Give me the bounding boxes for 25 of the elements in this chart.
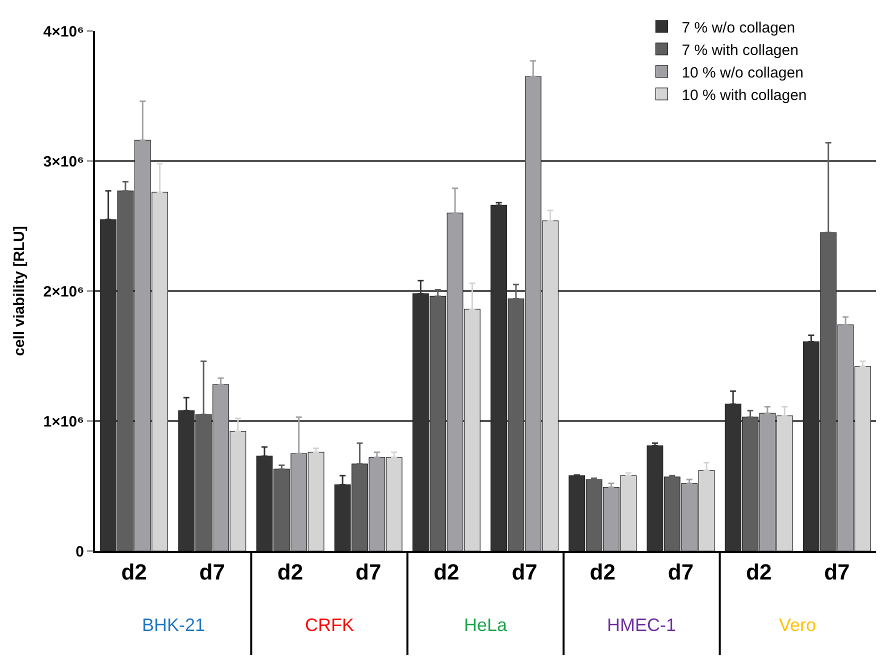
y-axis-title: cell viability [RLU] xyxy=(11,226,28,356)
y-tick-label: 4×10⁶ xyxy=(43,23,84,40)
legend-label: 7 % with collagen xyxy=(682,42,798,59)
text: Vero xyxy=(779,615,816,635)
x-tick-label: d7 xyxy=(824,559,850,584)
x-tick-label: d2 xyxy=(277,559,304,584)
legend-label: 7 % w/o collagen xyxy=(682,19,796,36)
x-tick-label: d7 xyxy=(356,559,382,584)
y-tick-label: 1×10⁶ xyxy=(43,413,84,430)
x-tick-label: d2 xyxy=(434,559,460,584)
text: BHK-21 xyxy=(142,615,206,635)
legend-label: 10 % w/o collagen xyxy=(682,64,804,82)
x-tick-label: d2 xyxy=(590,559,616,584)
x-tick-label: d2 xyxy=(121,559,147,584)
y-tick-label: 3×10⁶ xyxy=(43,153,84,170)
x-tick-label: d7 xyxy=(199,559,225,584)
y-tick-label: 0 xyxy=(76,543,84,560)
x-tick-label: d2 xyxy=(746,559,772,584)
legend-label: 10 % with collagen xyxy=(682,86,807,104)
y-tick-label: 2×10⁶ xyxy=(43,283,84,300)
x-tick-label: d7 xyxy=(668,559,694,584)
x-tick-label: d7 xyxy=(512,559,538,584)
text: HMEC-1 xyxy=(607,615,676,635)
text: HeLa xyxy=(464,615,508,635)
text: CRFK xyxy=(305,615,354,635)
